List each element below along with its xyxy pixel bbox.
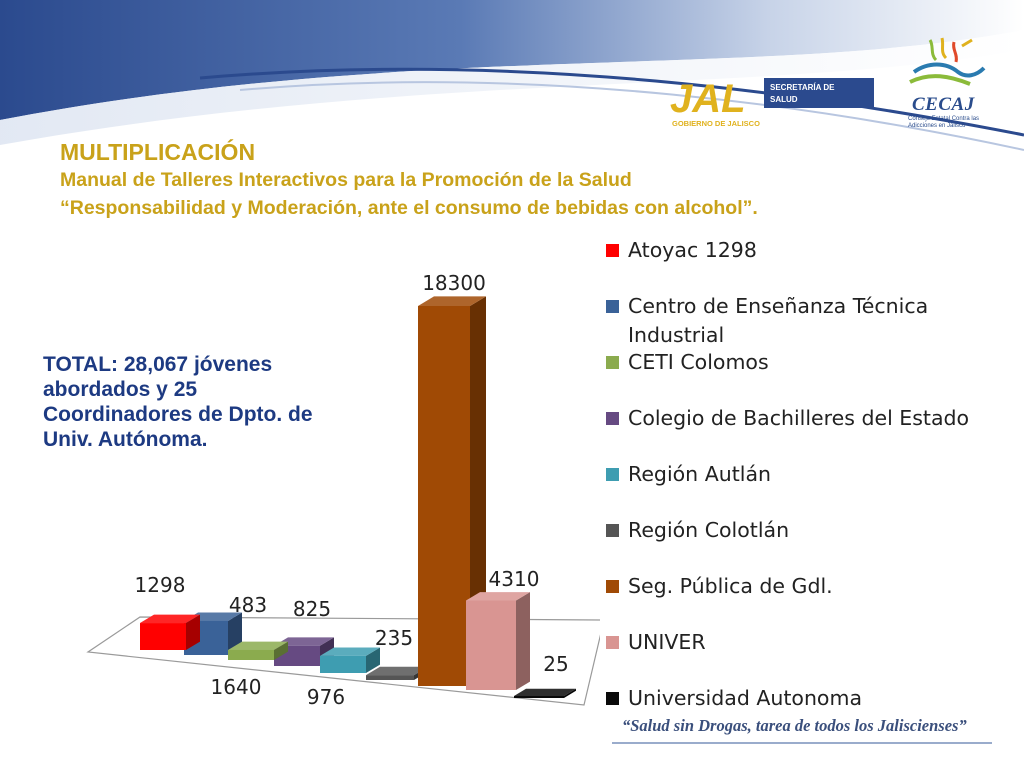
legend-label: Colegio de Bachilleres del Estado	[628, 406, 970, 430]
legend-item-7: Seg. Pública de Gdl.	[606, 572, 998, 601]
legend-swatch	[606, 300, 619, 313]
bar-5	[320, 647, 380, 673]
cecaj-subtitle: Consejo Estatal Contra las Adicciones en…	[908, 116, 980, 129]
legend-item-5: Región Autlán	[606, 460, 998, 489]
bar-top	[274, 637, 334, 646]
slide-title: MULTIPLICACIÓN	[60, 139, 256, 165]
bar-top	[366, 666, 428, 676]
bar-side	[366, 647, 380, 673]
bar-front	[366, 675, 414, 680]
bar-chart: 1298 1640 483 976 825 235 18300 4310 25	[86, 271, 600, 709]
legend-item-8: UNIVER	[606, 628, 998, 657]
cecaj-logo: CECAJ Consejo Estatal Contra las Adiccio…	[900, 32, 990, 132]
bar-front	[320, 655, 366, 673]
jalisco-government-logo: JAL GOBIERNO DE JALISCO SECRETARÍA DE SA…	[670, 77, 874, 128]
header-background-band	[0, 0, 1024, 151]
slide-subtitle-2: “Responsabilidad y Moderación, ante el c…	[60, 197, 758, 219]
legend-label: Región Colotlán	[628, 518, 790, 542]
bar-side	[470, 296, 486, 686]
cecaj-figures-icon	[909, 37, 986, 86]
bar-side	[274, 641, 288, 660]
bar-7	[418, 296, 486, 686]
data-label-6: 235	[375, 626, 413, 650]
jal-logo-subtext: GOBIERNO DE JALISCO	[672, 119, 760, 128]
legend-swatch	[606, 468, 619, 481]
legend-label: Universidad Autonoma	[628, 686, 863, 710]
legend-swatch	[606, 356, 619, 369]
bar-front	[228, 649, 274, 660]
legend-item-9: Universidad Autonoma	[606, 684, 998, 713]
data-label-9: 25	[543, 652, 568, 676]
bar-9	[514, 688, 576, 698]
legend-label: Región Autlán	[628, 462, 771, 486]
slide-subtitle-1: Manual de Talleres Interactivos para la …	[60, 169, 632, 191]
bar-top	[514, 688, 576, 696]
bar-front	[418, 306, 470, 686]
cecaj-name: CECAJ	[912, 94, 975, 115]
jal-logo-text: JAL	[670, 77, 746, 121]
bar-3	[228, 641, 288, 660]
bar-front	[466, 600, 516, 690]
bar-front	[140, 623, 186, 650]
bar-top	[418, 296, 486, 306]
data-label-8: 4310	[489, 567, 540, 591]
bar-top	[320, 647, 380, 656]
bar-side	[186, 614, 200, 650]
legend-item-4: Colegio de Bachilleres del Estado	[606, 404, 998, 433]
bar-side	[564, 688, 576, 698]
legend-label: CETI Colomos	[628, 350, 769, 374]
legend-swatch	[606, 636, 619, 649]
footer-divider	[612, 742, 992, 744]
bar-top	[140, 614, 200, 624]
data-label-4: 976	[307, 685, 345, 709]
legend-item-3: CETI Colomos	[606, 348, 998, 377]
data-label-5: 825	[293, 597, 331, 621]
legend-swatch	[606, 524, 619, 537]
bar-side	[516, 592, 530, 690]
legend-item-2: Centro de Enseñanza Técnica Industrial	[606, 292, 998, 350]
data-label-1: 1298	[135, 573, 186, 597]
legend-swatch	[606, 244, 619, 257]
secretaria-line1: SECRETARÍA DE	[770, 83, 835, 92]
slide-heading: MULTIPLICACIÓN Manual de Talleres Intera…	[60, 138, 1000, 222]
bar-8	[466, 592, 530, 690]
footer-slogan: “Salud sin Drogas, tarea de todos los Ja…	[622, 716, 967, 735]
legend-item-6: Región Colotlán	[606, 516, 998, 545]
legend-label: UNIVER	[628, 630, 706, 654]
legend-label: Atoyac 1298	[628, 238, 757, 262]
legend-swatch	[606, 692, 619, 705]
legend-swatch	[606, 580, 619, 593]
legend-label: Centro de Enseñanza Técnica Industrial	[628, 294, 929, 347]
bar-1	[140, 614, 200, 650]
secretaria-line2: SALUD	[770, 95, 798, 104]
data-label-2: 1640	[211, 675, 262, 699]
bar-front	[514, 696, 564, 698]
legend-swatch	[606, 412, 619, 425]
legend-label: Seg. Pública de Gdl.	[628, 574, 833, 598]
data-label-7: 18300	[422, 271, 486, 295]
data-label-3: 483	[229, 593, 267, 617]
legend-item-1: Atoyac 1298	[606, 236, 998, 265]
bar-top	[228, 641, 288, 650]
total-note: TOTAL: 28,067 jóvenes abordados y 25 Coo…	[43, 353, 313, 451]
bar-top	[466, 592, 530, 601]
